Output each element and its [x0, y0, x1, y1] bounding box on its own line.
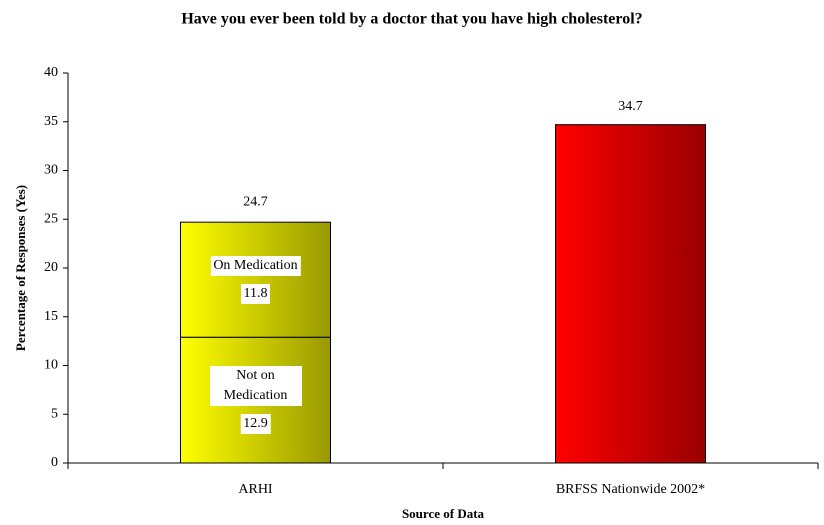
y-tick-label: 20	[44, 260, 58, 275]
chart-title: Have you ever been told by a doctor that…	[181, 11, 642, 28]
x-tick-label: ARHI	[238, 482, 273, 497]
segment-value: 12.9	[240, 414, 271, 435]
bar-segment	[180, 221, 331, 338]
y-tick-label: 15	[44, 309, 58, 324]
x-axis-label: Source of Data	[402, 506, 485, 521]
data-label: 34.7	[618, 99, 643, 114]
segment-name: Not on Medication	[209, 366, 302, 407]
segment-value: 11.8	[240, 283, 271, 304]
y-axis-label: Percentage of Responses (Yes)	[13, 185, 28, 351]
y-tick-label: 5	[51, 406, 58, 421]
y-tick-label: 40	[44, 65, 58, 80]
x-tick-label: BRFSS Nationwide 2002*	[556, 482, 705, 497]
segment-name: On Medication	[210, 255, 301, 276]
y-tick-label: 25	[44, 211, 58, 226]
total-label: 24.7	[243, 194, 268, 209]
y-tick-label: 10	[44, 358, 58, 373]
y-tick-label: 30	[44, 163, 58, 178]
y-tick-label: 0	[51, 455, 58, 470]
y-tick-label: 35	[44, 114, 58, 129]
bar-segment	[555, 124, 706, 464]
